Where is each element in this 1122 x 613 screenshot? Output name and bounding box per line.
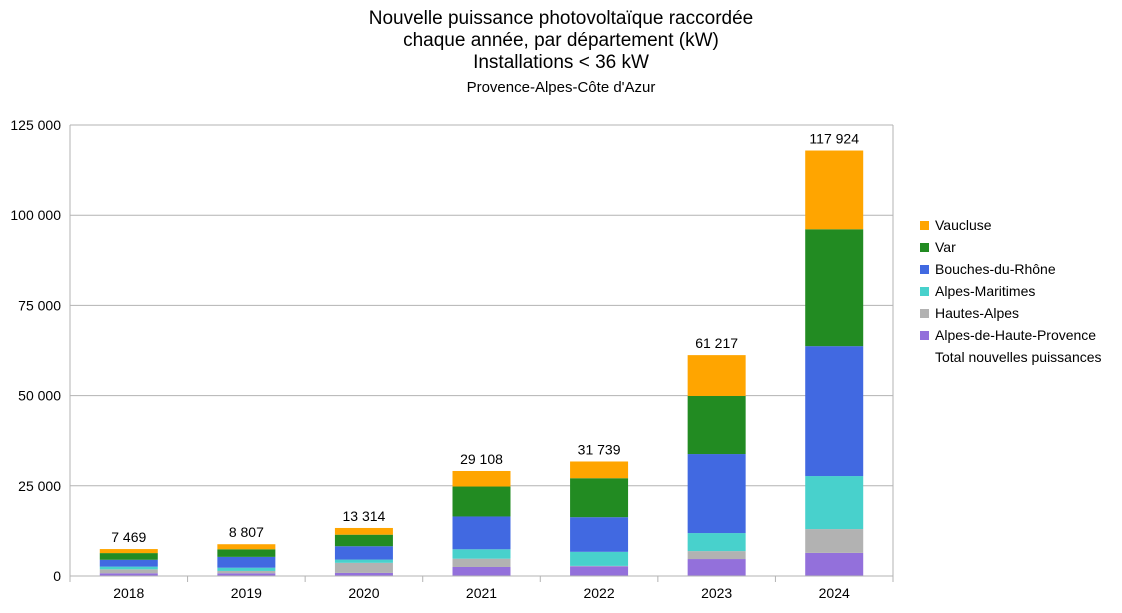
title-line-1: Nouvelle puissance photovoltaïque raccor… [368, 8, 754, 29]
bar-segment-alpes-de-haute-provence [452, 566, 511, 576]
bar-segment-hautes-alpes [99, 569, 158, 574]
bar-segment-var [217, 549, 276, 557]
bar-segment-vaucluse [334, 527, 393, 535]
bar-segment-var [99, 553, 158, 560]
bar-segment-hautes-alpes [452, 558, 511, 567]
bar-segment-bouches-du-rh-ne [687, 454, 746, 534]
total-label: 31 739 [578, 441, 621, 457]
total-label: 7 469 [111, 529, 146, 545]
legend-swatch [920, 264, 929, 274]
legend-label: Alpes-de-Haute-Provence [935, 327, 1097, 343]
bar-segment-hautes-alpes [805, 529, 864, 553]
legend-swatch [920, 308, 929, 318]
bar-segment-alpes-de-haute-provence [99, 573, 158, 576]
bar-segment-alpes-maritimes [570, 551, 629, 566]
bar-segment-bouches-du-rh-ne [217, 556, 276, 568]
bar-segment-alpes-de-haute-provence [687, 559, 746, 576]
bar-segment-alpes-de-haute-provence [570, 566, 629, 576]
bar-segment-alpes-maritimes [805, 476, 864, 530]
bar-segment-alpes-maritimes [687, 533, 746, 552]
bar-segment-vaucluse [805, 150, 864, 230]
chart-title: Nouvelle puissance photovoltaïque raccor… [0, 8, 1122, 74]
legend-label: Vaucluse [935, 217, 992, 233]
x-tick-label: 2019 [231, 585, 262, 601]
total-label: 8 807 [229, 524, 264, 540]
y-tick-label: 75 000 [18, 297, 61, 313]
legend-item: Alpes-de-Haute-Provence [920, 324, 1102, 346]
y-tick-label: 0 [53, 568, 61, 584]
total-label: 61 217 [695, 335, 738, 351]
y-tick-label: 125 000 [10, 117, 61, 133]
x-tick-label: 2018 [113, 585, 144, 601]
bar-segment-alpes-de-haute-provence [805, 552, 864, 576]
bar-segment-var [570, 478, 629, 518]
chart-subtitle: Provence-Alpes-Côte d'Azur [466, 79, 656, 96]
legend-swatch [920, 286, 929, 296]
x-tick-label: 2023 [701, 585, 732, 601]
bar-segment-bouches-du-rh-ne [334, 546, 393, 560]
legend-item: Var [920, 236, 1102, 258]
bar-segment-alpes-de-haute-provence [217, 573, 276, 576]
y-tick-label: 25 000 [18, 478, 61, 494]
legend-label: Total nouvelles puissances [935, 349, 1102, 365]
title-line-3: Installations < 36 kW [473, 52, 649, 73]
total-label: 29 108 [460, 451, 503, 467]
legend-label: Var [935, 239, 956, 255]
bar-segment-bouches-du-rh-ne [570, 517, 629, 552]
bar-segment-alpes-maritimes [99, 566, 158, 570]
y-tick-label: 100 000 [10, 207, 61, 223]
bar-segment-alpes-de-haute-provence [334, 572, 393, 576]
x-tick-label: 2024 [819, 585, 850, 601]
legend-swatch [920, 330, 929, 340]
legend-label: Alpes-Maritimes [935, 283, 1036, 299]
legend-swatch [920, 242, 929, 252]
x-tick-label: 2022 [583, 585, 614, 601]
legend-item: Bouches-du-Rhône [920, 258, 1102, 280]
bar-segment-alpes-maritimes [217, 567, 276, 571]
legend-item: Hautes-Alpes [920, 302, 1102, 324]
bar-segment-alpes-maritimes [334, 559, 393, 563]
legend-swatch [920, 353, 929, 362]
legend-item: Alpes-Maritimes [920, 280, 1102, 302]
bar-segment-var [334, 534, 393, 547]
bar-segment-hautes-alpes [334, 562, 393, 573]
bar-segment-alpes-maritimes [452, 549, 511, 559]
bar-segment-vaucluse [570, 461, 629, 479]
total-label: 117 924 [809, 131, 859, 147]
bar-segment-vaucluse [99, 549, 158, 554]
legend: Vaucluse Var Bouches-du-Rhône Alpes-Maritim… [920, 214, 1102, 368]
bar-segment-hautes-alpes [217, 570, 276, 574]
bar-segment-bouches-du-rh-ne [99, 559, 158, 567]
bar-segment-bouches-du-rh-ne [452, 516, 511, 550]
total-label: 13 314 [343, 508, 386, 524]
bar-segment-vaucluse [687, 355, 746, 396]
x-tick-label: 2020 [348, 585, 379, 601]
bar-segment-var [805, 229, 864, 347]
bar-segment-var [687, 395, 746, 455]
bar-segment-vaucluse [217, 544, 276, 550]
legend-item: Vaucluse [920, 214, 1102, 236]
bar-segment-bouches-du-rh-ne [805, 346, 864, 477]
legend-swatch [920, 220, 929, 230]
legend-label: Bouches-du-Rhône [935, 261, 1056, 277]
title-line-2: chaque année, par département (kW) [403, 30, 719, 51]
bar-segment-vaucluse [452, 470, 511, 487]
x-tick-label: 2021 [466, 585, 497, 601]
legend-label: Hautes-Alpes [935, 305, 1020, 321]
bar-segment-var [452, 486, 511, 517]
legend-item: Total nouvelles puissances [920, 346, 1102, 368]
bar-segment-hautes-alpes [687, 551, 746, 560]
y-tick-label: 50 000 [18, 388, 61, 404]
